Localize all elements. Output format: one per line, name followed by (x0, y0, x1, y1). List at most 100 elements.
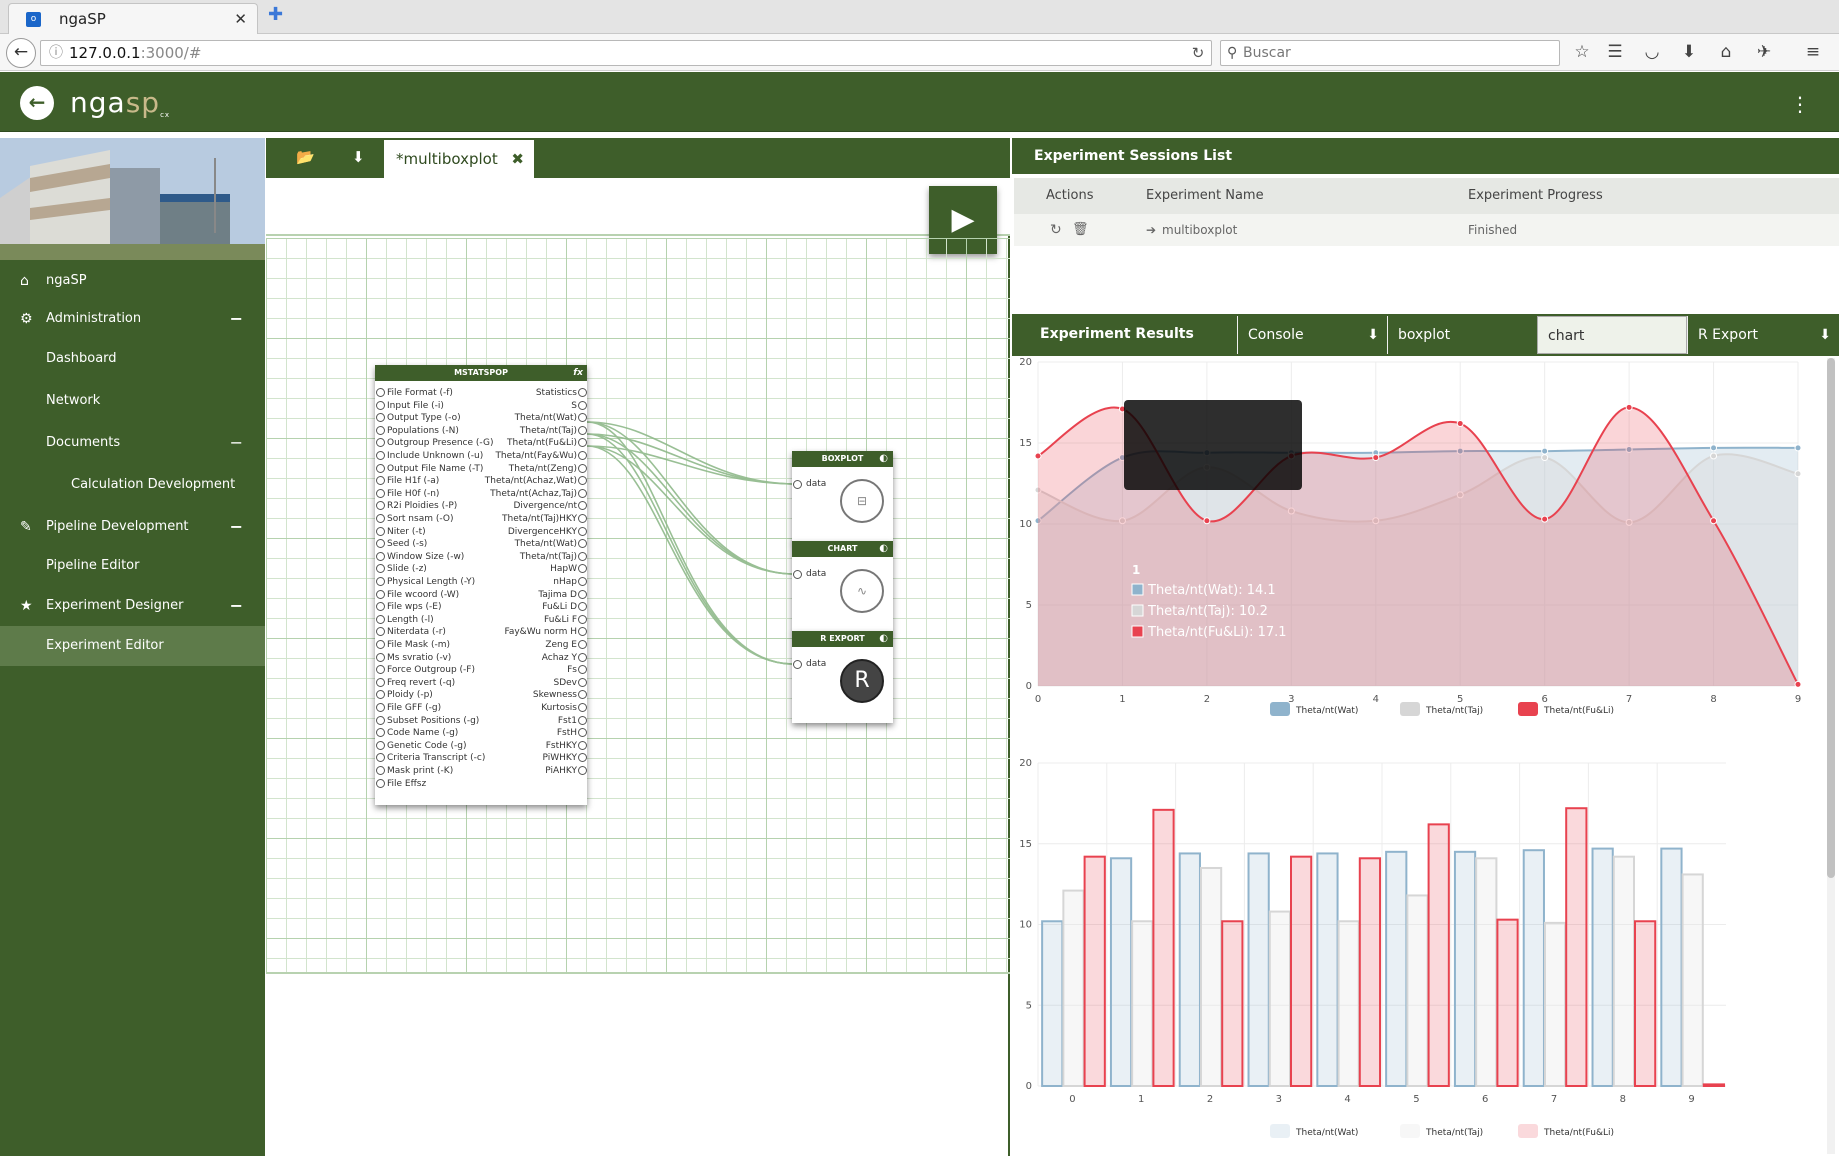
boxplot-node[interactable]: BOXPLOT ◐ data ⊟ (792, 451, 893, 543)
output-port-row[interactable]: Fu&Li D (542, 601, 587, 613)
input-port-row[interactable]: Output Type (-o) (376, 412, 461, 424)
download-icon[interactable]: ⬇ (1819, 327, 1831, 343)
sidebar-item-pipeline-development[interactable]: ✎ Pipeline Development − (0, 508, 265, 546)
fx-icon[interactable]: fx (573, 368, 583, 378)
output-port[interactable] (578, 451, 587, 460)
input-port[interactable] (376, 488, 385, 498)
download-icon[interactable]: ⬇ (1367, 327, 1379, 343)
input-port-row[interactable]: File Format (-f) (376, 387, 453, 399)
input-port[interactable] (376, 627, 385, 637)
input-port-row[interactable]: Ploidy (-p) (376, 689, 433, 701)
output-port[interactable] (578, 388, 587, 397)
experiment-name[interactable]: multiboxplot (1162, 223, 1238, 237)
rexport-node[interactable]: R EXPORT ◐ data R (792, 631, 893, 723)
output-port[interactable] (578, 514, 587, 523)
reload-icon[interactable]: ↻ (1191, 44, 1205, 62)
input-port[interactable] (376, 451, 385, 460)
input-port-row[interactable]: Force Outgroup (-F) (376, 664, 475, 676)
sidebar-item-experiment-designer[interactable]: ★ Experiment Designer − (0, 587, 265, 625)
input-port[interactable] (376, 514, 385, 523)
output-port[interactable] (578, 539, 587, 549)
output-port-row[interactable]: Theta/nt(Fay&Wu) (495, 450, 587, 462)
output-port-row[interactable]: Achaz Y (542, 652, 587, 664)
output-port-row[interactable]: FstHKY (546, 740, 587, 752)
input-port[interactable] (376, 551, 385, 561)
search-input[interactable]: ⚲ Buscar (1220, 40, 1560, 66)
input-port[interactable] (376, 476, 385, 486)
input-port[interactable] (376, 703, 385, 712)
input-port-row[interactable]: Input File (-i) (376, 400, 444, 412)
output-port-row[interactable]: Skewness (533, 689, 587, 701)
input-port-row[interactable]: Mask print (-K) (376, 765, 453, 777)
node-header[interactable]: R EXPORT (792, 631, 893, 647)
input-port-row[interactable]: Slide (-z) (376, 563, 427, 575)
output-port[interactable] (578, 400, 587, 410)
input-port-row[interactable]: Outgroup Presence (-G) (376, 437, 493, 449)
output-port[interactable] (578, 740, 587, 750)
browser-back-button[interactable]: ← (6, 38, 36, 68)
input-port-row[interactable]: Criteria Transcript (-c) (376, 752, 485, 764)
input-port[interactable] (793, 480, 802, 489)
output-port[interactable] (578, 640, 587, 649)
input-port[interactable] (376, 413, 385, 423)
extension-icon[interactable]: ✈ (1756, 42, 1772, 62)
output-port-row[interactable]: Zeng E (545, 639, 587, 651)
output-port-row[interactable]: Theta/nt(Achaz,Wat) (485, 475, 587, 487)
input-port[interactable] (376, 690, 385, 700)
settings-icon[interactable]: ◐ (879, 453, 888, 464)
input-port[interactable] (793, 570, 802, 579)
output-port[interactable] (578, 715, 587, 725)
node-header[interactable]: BOXPLOT (792, 451, 893, 467)
hamburger-menu-icon[interactable]: ≡ (1805, 42, 1821, 62)
collapse-icon[interactable]: − (229, 596, 243, 615)
input-port-row[interactable]: Genetic Code (-g) (376, 740, 466, 752)
input-port-row[interactable]: Seed (-s) (376, 538, 427, 550)
output-port[interactable] (578, 677, 587, 687)
more-options-icon[interactable]: ⋮ (1790, 92, 1810, 116)
input-port[interactable] (376, 665, 385, 675)
input-port-row[interactable]: Ms svratio (-v) (376, 652, 451, 664)
browser-tab[interactable]: o ngaSP ✕ (8, 3, 258, 34)
scrollbar-thumb[interactable] (1827, 358, 1835, 878)
input-port[interactable] (376, 438, 385, 448)
input-port[interactable] (793, 660, 802, 669)
input-port[interactable] (376, 602, 385, 612)
output-port[interactable] (578, 614, 587, 624)
settings-icon[interactable]: ◐ (879, 633, 888, 644)
node-header[interactable]: MSTATSPOP fx (375, 365, 587, 381)
output-port[interactable] (578, 766, 587, 775)
input-port[interactable] (376, 728, 385, 738)
output-port[interactable] (578, 413, 587, 423)
chart-node[interactable]: CHART ◐ data ∿ (792, 541, 893, 633)
input-port-row[interactable]: Code Name (-g) (376, 727, 458, 739)
output-port-row[interactable]: Fu&Li F (544, 614, 587, 626)
file-tab[interactable]: *multiboxplot ✖ (384, 140, 534, 178)
output-port-row[interactable]: Theta/nt(Taj) (520, 425, 587, 437)
input-port[interactable] (376, 400, 385, 410)
input-port-row[interactable]: Subset Positions (-g) (376, 715, 479, 727)
output-port-row[interactable]: Theta/nt(Wat) (515, 538, 587, 550)
input-port[interactable] (376, 501, 385, 511)
output-port-row[interactable]: Tajima D (538, 589, 587, 601)
sidebar-item-documents[interactable]: Documents − (0, 424, 265, 462)
output-port[interactable] (578, 551, 587, 561)
sidebar-item-experiment-editor[interactable]: Experiment Editor (0, 626, 265, 666)
output-port[interactable] (578, 438, 587, 448)
output-port-row[interactable]: Statistics (536, 387, 587, 399)
collapse-icon[interactable]: − (229, 517, 243, 536)
output-port-row[interactable]: PiAHKY (545, 765, 587, 777)
mstatspop-node[interactable]: MSTATSPOP fx File Format (-f) Input File (… (375, 365, 587, 805)
sidebar-item-pipeline-editor[interactable]: Pipeline Editor (0, 547, 265, 585)
output-port-row[interactable]: DivergenceHKY (508, 526, 587, 538)
input-port[interactable] (376, 463, 385, 473)
input-port[interactable] (376, 614, 385, 624)
new-tab-icon[interactable]: ✚ (268, 4, 284, 25)
output-port-row[interactable]: Kurtosis (541, 702, 587, 714)
tab-boxplot[interactable]: boxplot (1387, 316, 1537, 354)
download-icon[interactable]: ⬇ (352, 148, 365, 166)
output-port[interactable] (578, 602, 587, 612)
tab-console[interactable]: Console ⬇ (1237, 316, 1387, 354)
input-port-row[interactable]: Populations (-N) (376, 425, 459, 437)
input-port-row[interactable]: Niterdata (-r) (376, 626, 446, 638)
output-port[interactable] (578, 425, 587, 435)
